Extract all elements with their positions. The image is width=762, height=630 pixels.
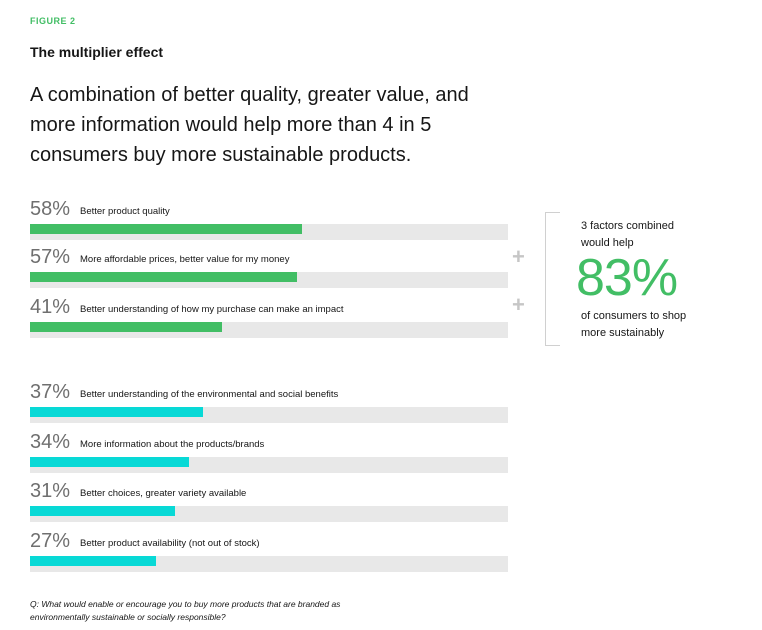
plus-icon: + [512, 244, 525, 269]
chart-title: The multiplier effect [30, 44, 164, 60]
bar-value-label: 27% [30, 530, 71, 552]
bar-category-label: Better understanding of the environmenta… [80, 389, 339, 400]
bar [30, 457, 189, 467]
survey-question: Q: What would enable or encourage you to… [30, 599, 341, 622]
bar-category-label: Better choices, greater variety availabl… [80, 488, 247, 499]
bar [30, 322, 222, 332]
bar-value-label: 31% [30, 480, 71, 502]
bar-value-label: 58% [30, 198, 71, 220]
bar-category-label: More information about the products/bran… [80, 439, 265, 450]
bar-category-label: More affordable prices, better value for… [80, 254, 290, 265]
callout-top-text: 3 factors combined would help [581, 220, 674, 249]
bar [30, 272, 297, 282]
callout-bottom-text: of consumers to shop more sustainably [581, 310, 687, 339]
bar-category-label: Better product quality [80, 206, 170, 217]
bar-track [30, 322, 508, 338]
bar-track [30, 457, 508, 473]
bar [30, 506, 175, 516]
bar-track [30, 272, 508, 288]
callout-value: 83% [576, 249, 678, 307]
bar-track [30, 556, 508, 572]
bar-value-label: 57% [30, 246, 71, 268]
bar-value-label: 34% [30, 431, 71, 453]
bar [30, 556, 156, 566]
figure-label: FIGURE 2 [30, 16, 76, 26]
bar-track [30, 407, 508, 423]
bar [30, 224, 302, 234]
bar-category-label: Better product availability (not out of … [80, 538, 260, 549]
bar [30, 407, 203, 417]
bar-value-label: 37% [30, 381, 71, 403]
plus-icon: + [512, 292, 525, 317]
headline: A combination of better quality, greater… [30, 84, 469, 166]
bar-track [30, 506, 508, 522]
bracket-divider [545, 212, 560, 346]
bar-category-label: Better understanding of how my purchase … [80, 304, 344, 315]
bar-track [30, 224, 508, 240]
bar-value-label: 41% [30, 296, 71, 318]
